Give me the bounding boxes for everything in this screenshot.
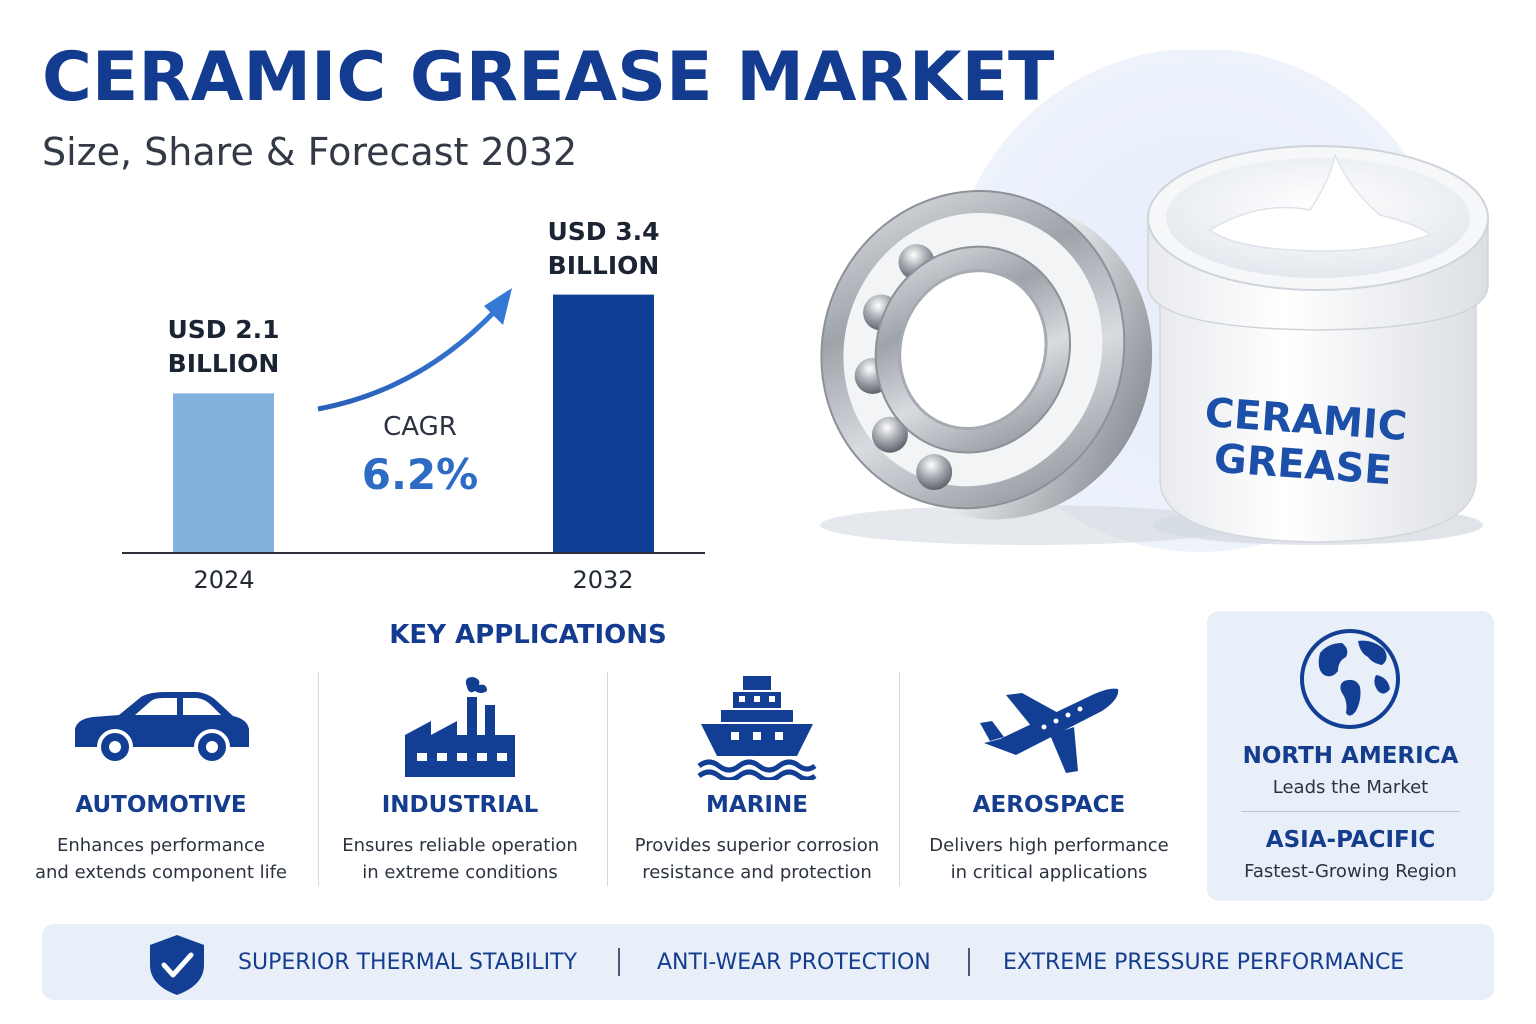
application-name: AUTOMOTIVE (75, 792, 247, 818)
region-secondary-desc: Fastest-Growing Region (1244, 861, 1457, 882)
application-desc: Ensures reliable operation in extreme co… (342, 835, 578, 883)
key-applications-title: KEY APPLICATIONS (389, 620, 667, 650)
bar-value-label-2024: USD 2.1 BILLION (167, 315, 280, 379)
bar-2032 (553, 294, 654, 553)
grease-jar-icon (1147, 145, 1489, 545)
region-primary-desc: Leads the Market (1272, 777, 1429, 798)
application-desc: Provides superior corrosion resistance a… (634, 835, 880, 883)
application-name: AEROSPACE (972, 792, 1126, 818)
application-name: MARINE (706, 792, 808, 818)
application-industrial: INDUSTRIAL Ensures reliable operation in… (315, 672, 605, 888)
column-divider (607, 672, 608, 886)
product-illustration: CERAMIC GREASE (820, 50, 1489, 552)
growth-arrow-head (484, 288, 512, 325)
column-divider (899, 672, 900, 886)
globe-icon (1300, 629, 1400, 729)
ship-icon (697, 676, 817, 780)
feature-anti-wear: ANTI-WEAR PROTECTION (657, 950, 931, 975)
x-tick-2024: 2024 (193, 566, 255, 594)
application-desc: Enhances performance and extends compone… (34, 835, 288, 883)
application-aerospace: AEROSPACE Delivers high performance in c… (904, 672, 1194, 888)
application-name: INDUSTRIAL (381, 792, 539, 818)
bar-value-label-2032: USD 3.4 BILLION (547, 216, 660, 280)
column-divider (318, 672, 319, 886)
market-bar-chart (122, 288, 705, 554)
region-secondary-name: ASIA-PACIFIC (1265, 827, 1436, 853)
airplane-icon (980, 688, 1119, 773)
application-automotive: AUTOMOTIVE Enhances performance and exte… (16, 672, 306, 888)
feature-extreme-pressure: EXTREME PRESSURE PERFORMANCE (1003, 950, 1405, 975)
application-desc: Delivers high performance in critical ap… (929, 835, 1169, 883)
application-marine: MARINE Provides superior corrosion resis… (612, 672, 902, 888)
regions-panel: NORTH AMERICA Leads the Market ASIA-PACI… (1207, 611, 1494, 901)
feature-separator (618, 948, 620, 976)
feature-thermal-stability: SUPERIOR THERMAL STABILITY (238, 950, 578, 975)
feature-separator (968, 948, 970, 976)
factory-icon (405, 677, 515, 777)
shield-check-icon (150, 935, 204, 995)
features-bar: SUPERIOR THERMAL STABILITY ANTI-WEAR PRO… (42, 924, 1494, 1000)
bar-2024 (173, 393, 274, 553)
cagr-label: CAGR (383, 412, 457, 442)
x-tick-2032: 2032 (572, 566, 634, 594)
car-icon (75, 692, 249, 765)
region-primary-name: NORTH AMERICA (1242, 743, 1459, 769)
cagr-value: 6.2% (361, 450, 479, 499)
region-separator (1241, 811, 1460, 812)
page-title: CERAMIC GREASE MARKET (42, 38, 1055, 117)
page-subtitle: Size, Share & Forecast 2032 (42, 130, 578, 174)
ball-bearing-icon (820, 189, 1153, 520)
growth-arrow (317, 308, 498, 412)
bearing-shadow (820, 505, 1240, 545)
